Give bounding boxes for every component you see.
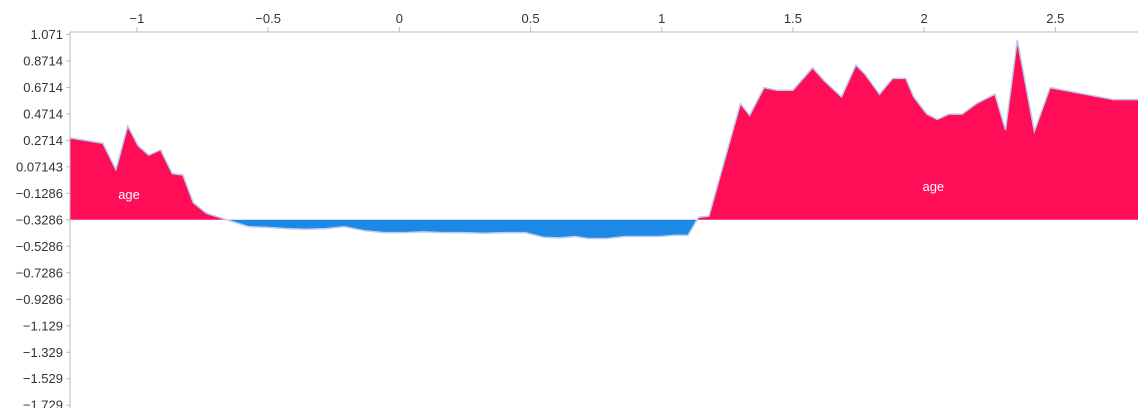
area-label: age <box>922 179 944 194</box>
y-tick-label: −0.7286 <box>16 265 63 280</box>
y-tick-label: 0.4714 <box>23 106 63 121</box>
y-tick-label: 0.6714 <box>23 80 63 95</box>
x-tick-label: 2.5 <box>1046 11 1064 26</box>
x-tick-label: 1 <box>658 11 665 26</box>
y-tick-label: 0.2714 <box>23 133 63 148</box>
y-axis: 1.071 0.8714 0.6714 0.4714 0.2714 0.07143 −0.1… <box>16 27 71 408</box>
series-line <box>69 39 1138 240</box>
x-tick-label: 2 <box>921 11 928 26</box>
area-label: age <box>118 187 140 202</box>
y-tick-label: 0.8714 <box>23 53 63 68</box>
y-tick-label: −0.3286 <box>16 212 63 227</box>
area-label-layer: age age <box>118 179 944 202</box>
y-tick-label: 1.071 <box>30 27 63 42</box>
x-axis: −1 −0.5 0 0.5 1 1.5 2 2.5 <box>70 11 1138 33</box>
area-layer <box>69 39 1138 240</box>
negative-area <box>70 219 1138 239</box>
y-tick-label: −1.129 <box>23 318 63 333</box>
x-tick-label: 0.5 <box>521 11 539 26</box>
y-tick-label: −0.5286 <box>16 239 63 254</box>
x-tick-label: 1.5 <box>784 11 802 26</box>
y-tick-label: −0.9286 <box>16 292 63 307</box>
positive-area <box>70 39 1138 220</box>
y-tick-label: −0.1286 <box>16 186 63 201</box>
y-tick-label: −1.729 <box>23 398 63 408</box>
y-tick-label: −1.529 <box>23 371 63 386</box>
y-tick-label: −1.329 <box>23 345 63 360</box>
y-tick-label: 0.07143 <box>16 159 63 174</box>
x-tick-label: −0.5 <box>255 11 281 26</box>
x-tick-label: 0 <box>396 11 403 26</box>
x-tick-label: −1 <box>129 11 144 26</box>
